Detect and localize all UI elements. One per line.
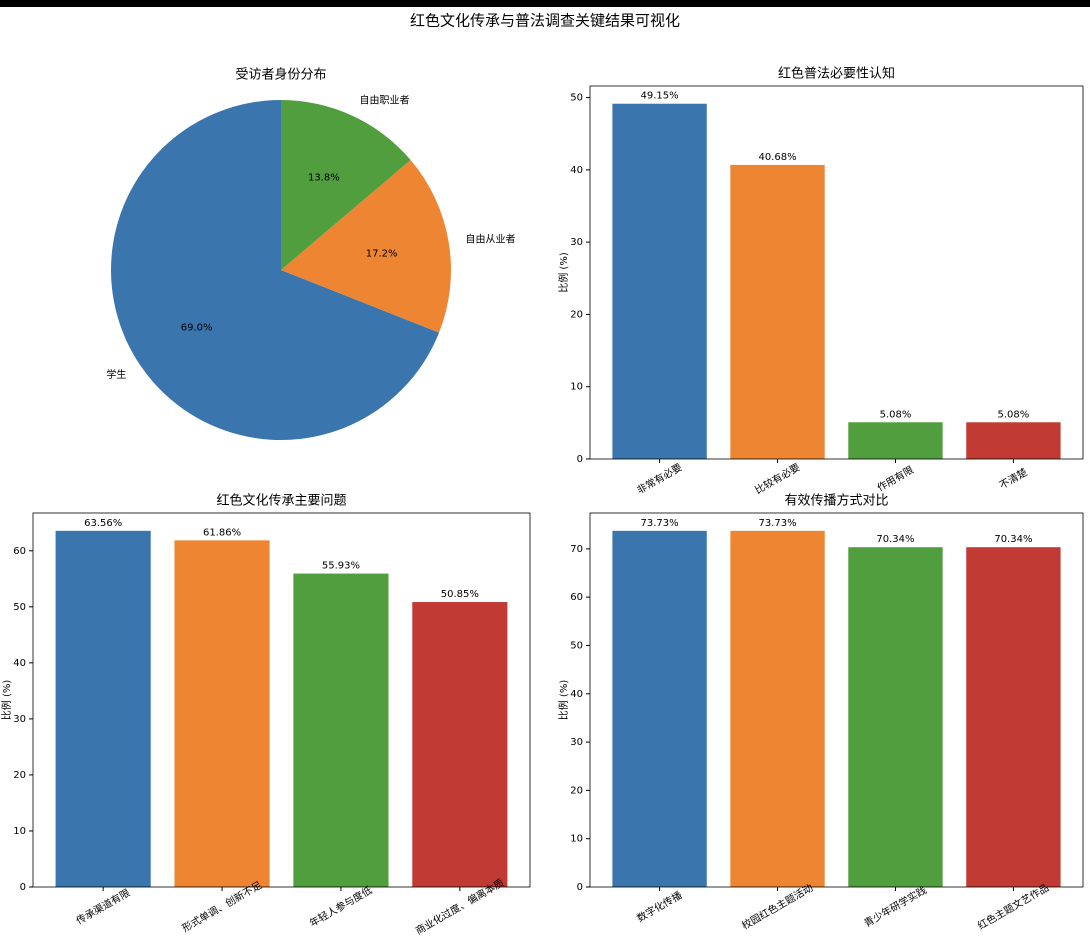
y-tick-label: 10 bbox=[570, 834, 583, 845]
y-tick-label: 40 bbox=[570, 689, 583, 700]
bar-value-label: 40.68% bbox=[758, 152, 796, 163]
y-tick-label: 60 bbox=[570, 592, 583, 603]
bar bbox=[730, 530, 825, 887]
pie-slice bbox=[110, 100, 440, 440]
bar bbox=[55, 530, 151, 887]
bar-value-label: 73.73% bbox=[641, 518, 679, 529]
y-tick-label: 30 bbox=[570, 237, 583, 248]
bar-value-label: 50.85% bbox=[441, 589, 479, 600]
bar-value-label: 49.15% bbox=[641, 91, 679, 102]
bar bbox=[848, 422, 943, 459]
y-tick-label: 40 bbox=[13, 658, 26, 669]
bar bbox=[966, 547, 1061, 887]
y-tick-label: 20 bbox=[13, 770, 26, 781]
y-tick-label: 10 bbox=[570, 382, 583, 393]
y-tick-label: 30 bbox=[13, 714, 26, 725]
x-tick-label: 作用有限 bbox=[875, 463, 916, 494]
y-tick-label: 20 bbox=[570, 785, 583, 796]
bar-value-label: 61.86% bbox=[203, 527, 241, 538]
bar-value-label: 70.34% bbox=[876, 534, 914, 545]
bar bbox=[174, 540, 270, 887]
bar bbox=[293, 573, 389, 887]
y-tick-label: 10 bbox=[13, 826, 26, 837]
y-tick-label: 70 bbox=[570, 544, 583, 555]
y-axis-label: 比例 (%) bbox=[557, 252, 570, 293]
bar bbox=[730, 164, 825, 460]
top-bar bbox=[0, 0, 1090, 7]
y-tick-label: 50 bbox=[13, 602, 26, 613]
bar-value-label: 5.08% bbox=[880, 409, 912, 420]
slice-label: 自由职业者 bbox=[360, 93, 410, 106]
x-tick-label: 数字化传播 bbox=[634, 888, 684, 924]
y-tick-label: 50 bbox=[570, 93, 583, 104]
x-tick-label: 传承渠道有限 bbox=[74, 886, 132, 927]
axes-frame bbox=[32, 512, 531, 888]
y-tick-label: 0 bbox=[20, 882, 26, 893]
axes-frame bbox=[589, 512, 1084, 888]
y-tick-label: 20 bbox=[570, 309, 583, 320]
figure-title: 红色文化传承与普法调查关键结果可视化 bbox=[410, 12, 680, 30]
bar bbox=[412, 602, 508, 887]
chart-title: 受访者身份分布 bbox=[235, 67, 326, 83]
y-tick-label: 0 bbox=[577, 882, 583, 893]
bar-value-label: 5.08% bbox=[998, 409, 1030, 420]
bar bbox=[612, 103, 707, 460]
x-tick-label: 不清楚 bbox=[997, 465, 1029, 491]
bar bbox=[848, 547, 943, 887]
y-axis-label: 比例 (%) bbox=[557, 680, 570, 721]
chart-title: 有效传播方式对比 bbox=[784, 493, 888, 509]
slice-label: 学生 bbox=[106, 368, 126, 381]
y-tick-label: 60 bbox=[13, 546, 26, 557]
y-tick-label: 40 bbox=[570, 165, 583, 176]
slice-value-label: 13.8% bbox=[308, 172, 340, 183]
slice-label: 自由从业者 bbox=[466, 233, 516, 246]
pie-slice bbox=[281, 160, 451, 333]
x-tick-label: 比较有必要 bbox=[752, 460, 802, 496]
y-tick-label: 0 bbox=[577, 454, 583, 465]
bar-value-label: 63.56% bbox=[84, 518, 122, 529]
y-axis-label: 比例 (%) bbox=[0, 680, 13, 721]
pie-slice bbox=[281, 100, 411, 270]
axes-frame bbox=[589, 85, 1084, 460]
bar-value-label: 55.93% bbox=[322, 561, 360, 572]
y-tick-label: 30 bbox=[570, 737, 583, 748]
slice-value-label: 17.2% bbox=[366, 248, 398, 259]
bar-value-label: 70.34% bbox=[994, 534, 1032, 545]
bar bbox=[612, 530, 707, 887]
bar-value-label: 73.73% bbox=[758, 518, 796, 529]
chart-title: 红色普法必要性认知 bbox=[778, 66, 895, 82]
y-tick-label: 50 bbox=[570, 640, 583, 651]
bar bbox=[966, 422, 1061, 459]
slice-value-label: 69.0% bbox=[181, 322, 213, 333]
x-tick-label: 非常有必要 bbox=[634, 460, 684, 496]
chart-title: 红色文化传承主要问题 bbox=[216, 493, 346, 509]
